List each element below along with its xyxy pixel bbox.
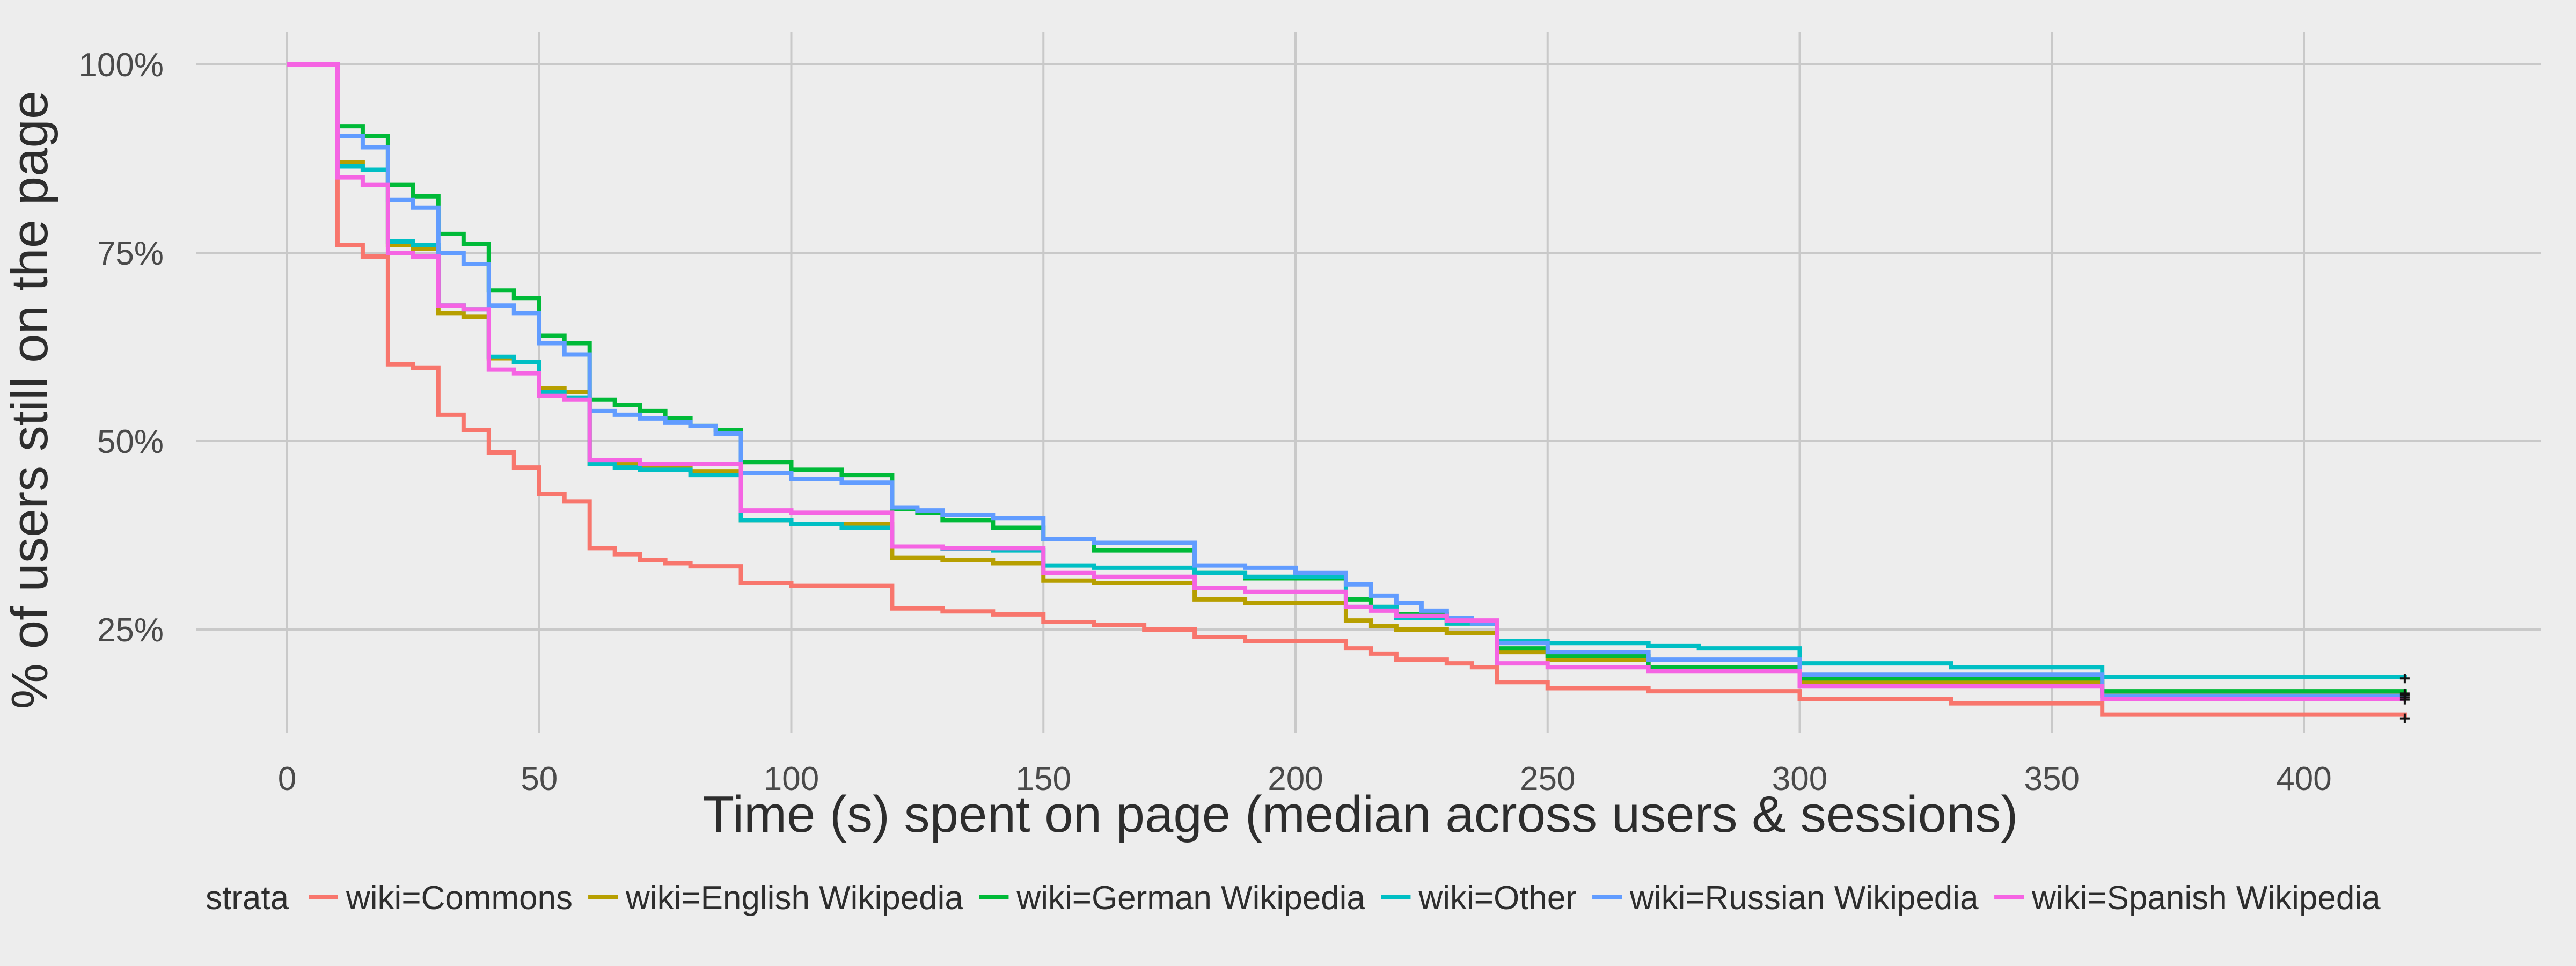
legend-label-spanish-wikipedia: wiki=Spanish Wikipedia — [2031, 880, 2381, 917]
x-tick-label: 200 — [1268, 760, 1323, 797]
legend-label-russian-wikipedia: wiki=Russian Wikipedia — [1629, 880, 1979, 917]
legend-label-commons: wiki=Commons — [346, 880, 573, 917]
grid — [196, 32, 2541, 733]
x-tick-label: 250 — [1520, 760, 1575, 797]
y-tick-label: 100% — [78, 47, 164, 84]
legend-label-english-wikipedia: wiki=English Wikipedia — [625, 880, 963, 917]
series-group — [287, 62, 2407, 719]
censor-mark-spanish-wikipedia — [2399, 694, 2410, 705]
y-tick-label: 50% — [97, 423, 164, 460]
y-tick-label: 25% — [97, 612, 164, 649]
x-tick-label: 400 — [2276, 760, 2331, 797]
censor-mark-commons — [2399, 713, 2410, 723]
x-tick-label: 50 — [521, 760, 558, 797]
x-tick-label: 300 — [1772, 760, 1827, 797]
series-line-russian-wikipedia — [287, 62, 2407, 698]
x-tick-label: 150 — [1016, 760, 1071, 797]
legend-label-german-wikipedia: wiki=German Wikipedia — [1016, 880, 1365, 917]
y-tick-labels: 25% 50% 75% 100% — [78, 47, 164, 649]
y-axis-title: % of users still on the page — [1, 91, 58, 709]
x-tick-label: 100 — [764, 760, 819, 797]
x-axis-title: Time (s) spent on page (median across us… — [703, 786, 2018, 843]
series-line-spanish-wikipedia — [287, 62, 2407, 701]
x-tick-label: 350 — [2024, 760, 2080, 797]
series-line-commons — [287, 62, 2407, 719]
legend: strata wiki=Commons wiki=English Wikipedi… — [206, 880, 2381, 917]
censor-mark-other — [2399, 674, 2410, 684]
legend-label-other: wiki=Other — [1418, 880, 1577, 917]
y-tick-label: 75% — [97, 235, 164, 272]
x-tick-label: 0 — [278, 760, 296, 797]
censor-marks — [2399, 674, 2410, 723]
x-tick-labels: 0 50 100 150 200 250 300 350 400 — [278, 760, 2332, 797]
legend-title: strata — [206, 880, 289, 917]
